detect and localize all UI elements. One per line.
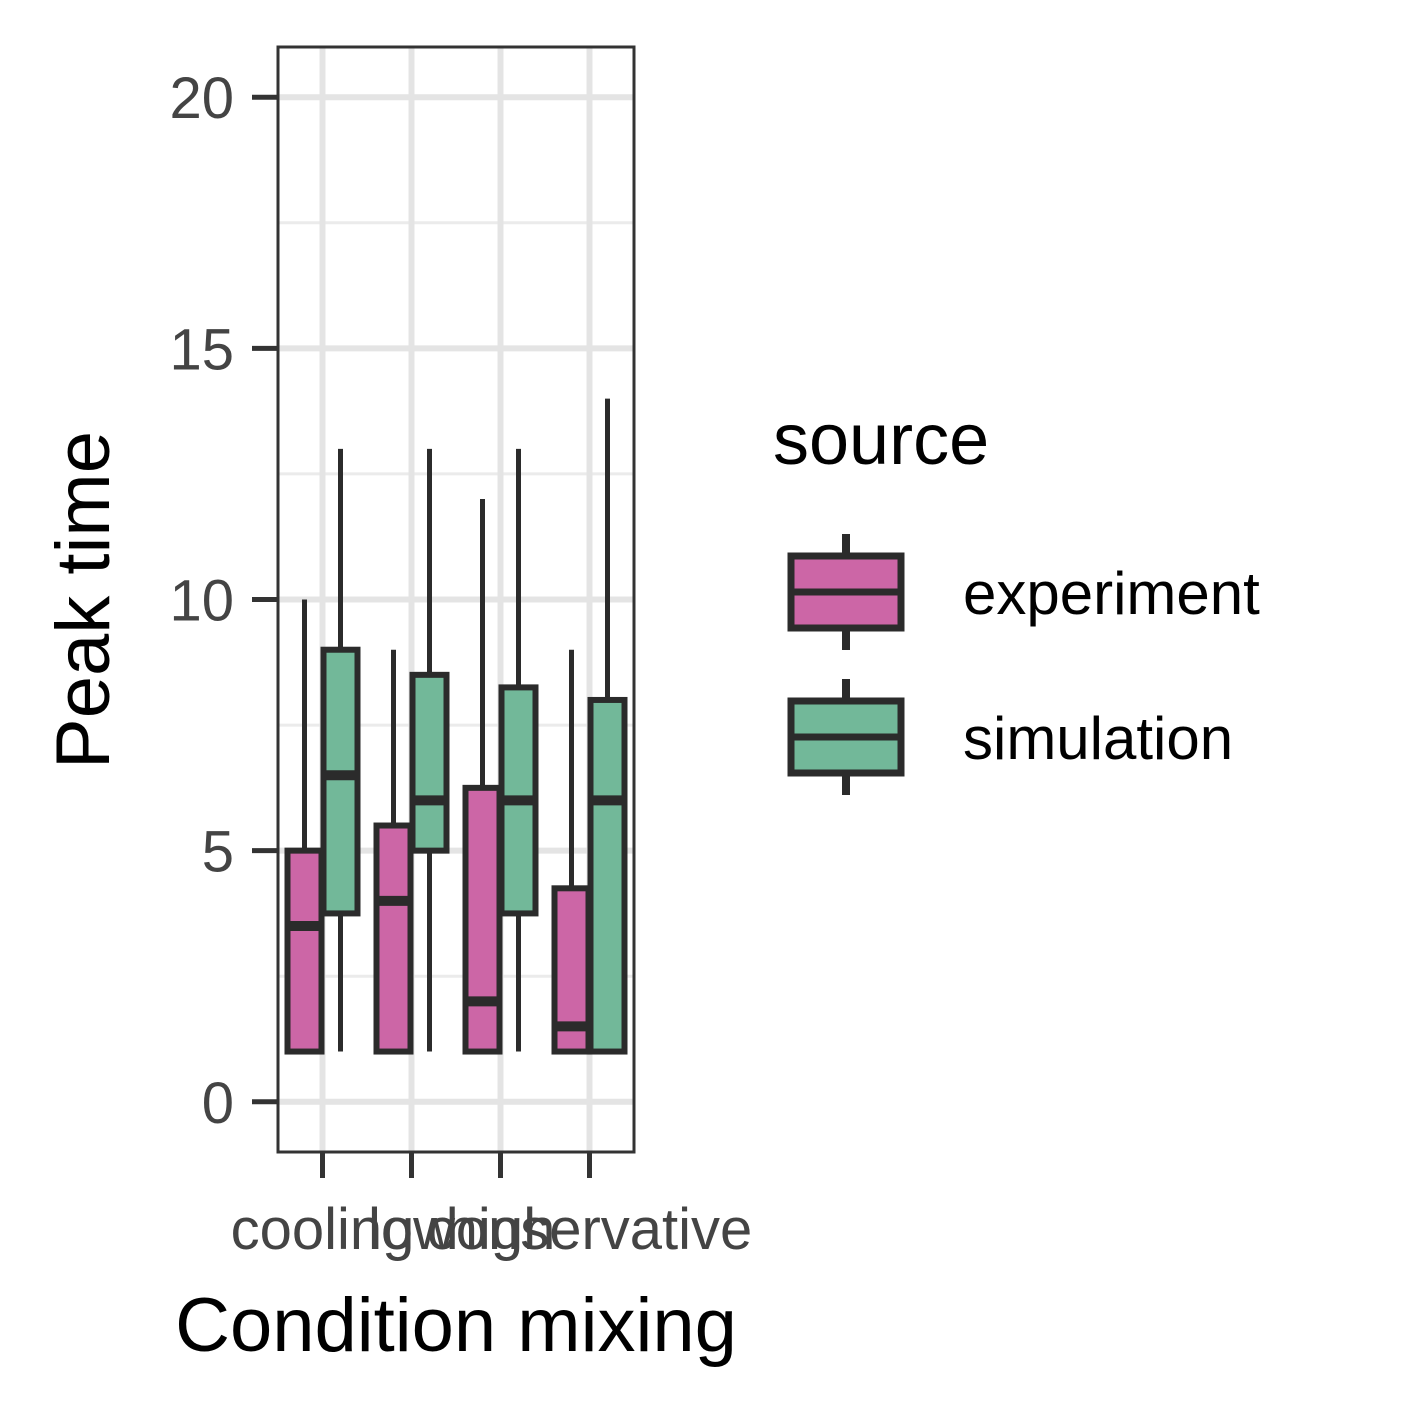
legend-keys: experiment simulation [787,534,1260,795]
box-body [320,646,361,917]
x-tick-label: high [446,1197,556,1262]
y-axis-title: Peak time [41,431,126,769]
y-tick-label: 15 [169,317,234,382]
legend: source experiment simulation [773,400,1260,795]
y-tick-label: 10 [169,569,234,634]
legend-title: source [773,400,989,480]
box-experiment-low [373,649,414,1055]
y-tick-label: 5 [202,820,234,885]
box-body [462,784,503,1055]
x-tick-label: low [368,1197,456,1262]
box-experiment-high [462,499,503,1055]
y-tick-label: 0 [202,1071,234,1136]
box-simulation-cooling [320,448,361,1052]
boxes [284,398,628,1055]
legend-key-simulation [787,679,905,795]
box-body [409,671,450,854]
x-axis-title: Condition mixing [175,1283,737,1368]
legend-label-experiment: experiment [963,560,1260,627]
x-tick-label: conservative [427,1197,753,1262]
box-experiment-cooling [284,599,325,1055]
box-simulation-conservative [587,398,628,1055]
box-simulation-high [498,448,539,1052]
box-body [284,847,325,1055]
legend-label-simulation: simulation [963,705,1233,772]
box-simulation-low [409,448,450,1052]
x-tick-label: cooling [231,1197,415,1262]
legend-key-experiment [787,534,905,650]
box-body [587,696,628,1055]
box-body [373,822,414,1055]
y-tick-label: 20 [169,66,234,131]
